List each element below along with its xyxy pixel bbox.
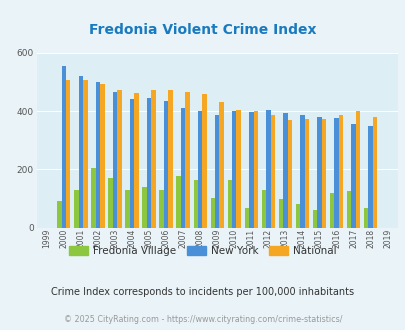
Bar [79,76,83,228]
Bar [219,102,223,228]
Bar [151,90,155,228]
Bar [316,117,321,228]
Bar [350,124,355,228]
Bar [261,190,265,228]
Bar [62,66,66,228]
Bar [367,126,372,228]
Bar [96,82,100,228]
Bar [74,190,79,228]
Bar [295,204,299,228]
Bar [100,84,104,228]
Bar [181,108,185,228]
Bar [57,201,62,228]
Bar [130,99,134,228]
Bar [142,187,147,228]
Bar [83,80,87,228]
Bar [253,111,257,228]
Bar [159,190,164,228]
Bar [232,111,236,228]
Bar [227,180,232,228]
Bar [198,111,202,228]
Bar [202,94,206,228]
Bar [134,93,138,228]
Bar [312,210,316,228]
Bar [66,80,70,228]
Bar [176,176,181,228]
Bar [265,110,270,228]
Bar [338,115,342,228]
Bar [125,190,130,228]
Bar [299,115,304,228]
Bar [249,112,253,228]
Bar [117,90,121,228]
Bar [215,115,219,228]
Bar [346,191,350,228]
Bar [193,181,198,228]
Text: Fredonia Violent Crime Index: Fredonia Violent Crime Index [89,23,316,37]
Bar [287,120,291,228]
Bar [270,115,274,228]
Bar [355,112,359,228]
Bar [333,118,338,228]
Bar [321,119,325,228]
Bar [210,198,215,228]
Bar [113,92,117,228]
Bar [236,110,240,228]
Bar [91,168,96,228]
Bar [164,101,168,228]
Bar [244,208,249,228]
Bar [329,193,333,228]
Bar [278,199,282,228]
Text: © 2025 CityRating.com - https://www.cityrating.com/crime-statistics/: © 2025 CityRating.com - https://www.city… [64,315,341,324]
Bar [304,119,308,228]
Bar [282,113,287,228]
Bar [185,92,189,228]
Bar [108,178,113,228]
Legend: Fredonia Village, New York, National: Fredonia Village, New York, National [65,242,340,260]
Bar [372,117,376,228]
Bar [168,89,172,228]
Bar [147,98,151,228]
Text: Crime Index corresponds to incidents per 100,000 inhabitants: Crime Index corresponds to incidents per… [51,287,354,297]
Bar [363,208,367,228]
